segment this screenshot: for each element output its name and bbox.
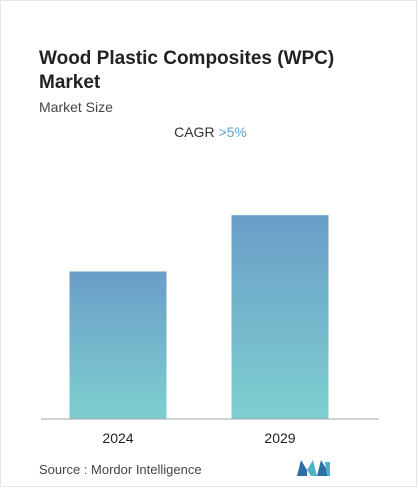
bar-2024 xyxy=(69,271,167,419)
cagr-text: CAGR xyxy=(174,124,215,140)
mordor-intelligence-logo xyxy=(297,458,331,483)
cagr-value: >5% xyxy=(218,124,247,140)
x-tick-label-2024: 2024 xyxy=(102,430,133,446)
bar-2029 xyxy=(231,215,329,419)
chart-subtitle: Market Size xyxy=(39,99,113,115)
cagr-label: CAGR >5% xyxy=(1,124,419,140)
chart-title: Wood Plastic Composites (WPC) Market xyxy=(39,48,335,93)
source-note: Source : Mordor Intelligence xyxy=(39,462,202,477)
x-tick-label-2029: 2029 xyxy=(264,430,295,446)
